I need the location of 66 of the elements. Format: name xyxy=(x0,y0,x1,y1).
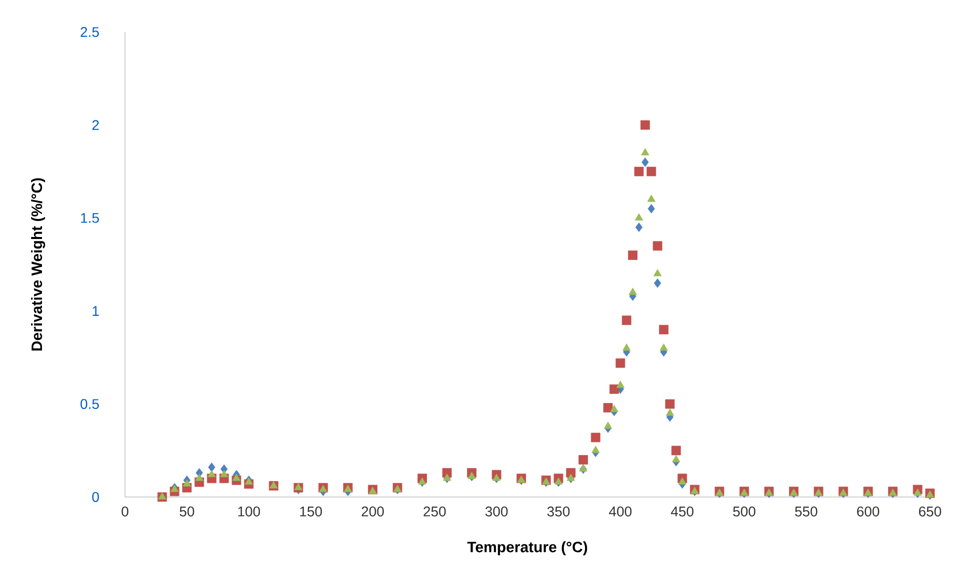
point xyxy=(659,324,668,334)
point xyxy=(653,269,662,276)
point xyxy=(647,194,656,202)
x-tick-label: 600 xyxy=(857,506,880,516)
point xyxy=(616,358,626,368)
x-tick-label: 150 xyxy=(300,506,322,516)
point xyxy=(566,474,575,481)
point xyxy=(590,432,600,442)
x-tick-label: 550 xyxy=(795,506,818,516)
point xyxy=(232,474,241,481)
point xyxy=(635,222,643,232)
point xyxy=(622,316,632,325)
point xyxy=(492,474,501,481)
point xyxy=(634,166,644,176)
point xyxy=(578,455,588,464)
y-tick-label: 0.5 xyxy=(80,399,99,409)
point xyxy=(634,213,644,220)
point xyxy=(666,408,674,416)
point xyxy=(641,148,650,156)
point xyxy=(648,204,655,214)
point xyxy=(628,250,638,260)
point xyxy=(672,455,680,462)
x-tick-label: 200 xyxy=(362,506,384,516)
point xyxy=(182,479,192,486)
point xyxy=(195,474,204,481)
point xyxy=(628,288,637,295)
y-axis-title: Derivative Weight (%/°C) xyxy=(31,178,46,351)
x-tick-label: 350 xyxy=(547,506,570,516)
point xyxy=(604,422,612,429)
point xyxy=(609,384,619,394)
y-tick-label: 1 xyxy=(92,306,99,316)
point xyxy=(665,399,675,409)
x-tick-label: 400 xyxy=(609,506,632,516)
x-tick-label: 100 xyxy=(238,506,260,516)
point xyxy=(646,166,656,176)
x-tick-label: 250 xyxy=(424,506,446,516)
point xyxy=(654,278,662,288)
point xyxy=(158,492,166,500)
point xyxy=(640,120,650,130)
y-tick-label: 2.5 xyxy=(80,27,99,37)
point xyxy=(660,344,668,351)
point xyxy=(610,404,618,412)
y-tick-label: 1.5 xyxy=(81,213,99,223)
point xyxy=(671,446,681,456)
point xyxy=(652,241,662,251)
point xyxy=(678,477,686,485)
x-tick-label: 500 xyxy=(733,506,756,516)
point xyxy=(603,403,613,412)
y-tick-label: 2 xyxy=(92,120,99,130)
x-tick-label: 0 xyxy=(122,506,128,516)
point xyxy=(592,446,600,453)
y-tick-label: 0 xyxy=(92,492,99,502)
x-axis-title: Temperature (°C) xyxy=(467,541,588,556)
point xyxy=(616,380,624,388)
point xyxy=(442,474,452,481)
point xyxy=(220,470,228,478)
x-tick-label: 650 xyxy=(919,506,942,516)
point xyxy=(208,470,216,478)
x-tick-label: 450 xyxy=(670,506,694,516)
point xyxy=(270,481,278,488)
point xyxy=(208,462,216,472)
point xyxy=(642,158,649,167)
point xyxy=(468,472,476,479)
x-tick-label: 300 xyxy=(485,506,508,516)
point xyxy=(622,344,631,351)
x-tick-label: 50 xyxy=(180,506,194,516)
